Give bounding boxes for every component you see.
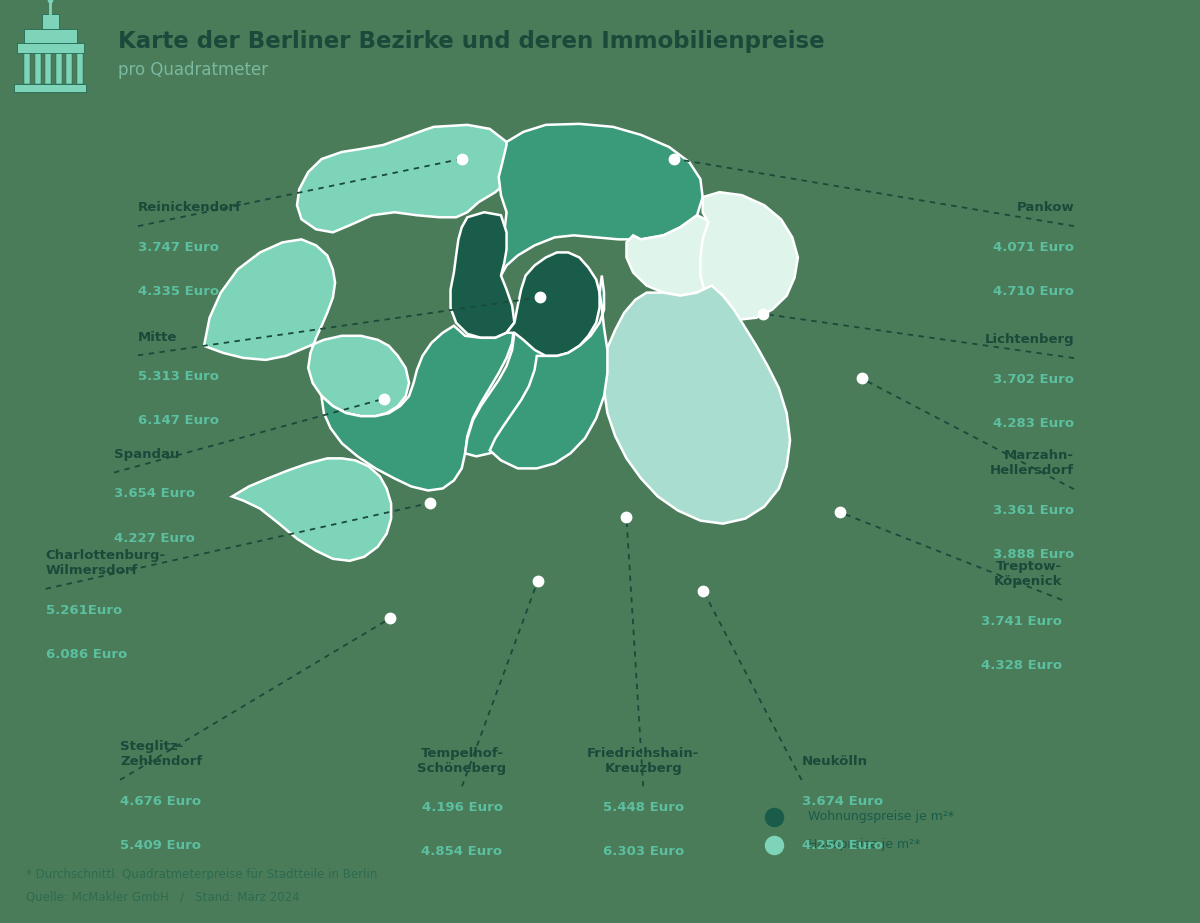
Text: 5.409 Euro: 5.409 Euro — [120, 839, 202, 852]
Polygon shape — [232, 459, 391, 561]
Bar — [14, 84, 86, 92]
Text: Karte der Berliner Bezirke und deren Immobilienpreise: Karte der Berliner Bezirke und deren Imm… — [118, 30, 824, 54]
Text: 4.227 Euro: 4.227 Euro — [114, 532, 194, 545]
Polygon shape — [204, 239, 409, 416]
Polygon shape — [450, 212, 515, 338]
Polygon shape — [490, 276, 607, 468]
Polygon shape — [626, 215, 727, 295]
Text: 3.674 Euro: 3.674 Euro — [802, 795, 883, 808]
Text: Friedrichshain-
Kreuzberg: Friedrichshain- Kreuzberg — [587, 747, 700, 774]
Polygon shape — [499, 124, 703, 276]
Polygon shape — [604, 285, 790, 523]
Text: 4.854 Euro: 4.854 Euro — [421, 845, 503, 858]
Text: Reinickendorf: Reinickendorf — [138, 201, 242, 214]
Bar — [35, 53, 41, 84]
Polygon shape — [298, 125, 512, 233]
Text: 4.335 Euro: 4.335 Euro — [138, 285, 220, 298]
Text: Quelle: McMakler GmbH   /   Stand: März 2024: Quelle: McMakler GmbH / Stand: März 2024 — [26, 891, 300, 904]
Polygon shape — [701, 192, 798, 319]
Text: Wohnungspreise je m²*: Wohnungspreise je m²* — [808, 810, 954, 823]
Text: 5.448 Euro: 5.448 Euro — [602, 801, 684, 814]
Text: 4.676 Euro: 4.676 Euro — [120, 795, 202, 808]
Bar — [77, 53, 83, 84]
Text: Marzahn-
Hellersdorf: Marzahn- Hellersdorf — [990, 450, 1074, 477]
Bar — [46, 53, 52, 84]
Text: Lichtenberg: Lichtenberg — [984, 333, 1074, 346]
Text: 5.313 Euro: 5.313 Euro — [138, 370, 220, 383]
Polygon shape — [506, 252, 600, 356]
Bar — [24, 53, 30, 84]
Text: 4.328 Euro: 4.328 Euro — [980, 659, 1062, 672]
Text: * Durchschnittl. Quadratmeterpreise für Stadtteile in Berlin: * Durchschnittl. Quadratmeterpreise für … — [26, 868, 378, 881]
Text: 6.147 Euro: 6.147 Euro — [138, 414, 220, 427]
Text: 3.702 Euro: 3.702 Euro — [994, 373, 1074, 386]
Text: Pankow: Pankow — [1016, 201, 1074, 214]
Text: 3.654 Euro: 3.654 Euro — [114, 487, 196, 500]
Text: Neukölln: Neukölln — [802, 755, 868, 768]
Text: 3.888 Euro: 3.888 Euro — [992, 548, 1074, 561]
Polygon shape — [466, 276, 582, 456]
Text: Hauspreise je m²*: Hauspreise je m²* — [808, 838, 920, 851]
Bar — [42, 14, 59, 29]
Text: Charlottenburg-
Wilmersdorf: Charlottenburg- Wilmersdorf — [46, 549, 166, 577]
Text: 3.741 Euro: 3.741 Euro — [982, 615, 1062, 628]
Bar — [55, 53, 61, 84]
Text: Steglitz-
Zehlendorf: Steglitz- Zehlendorf — [120, 740, 203, 768]
Text: 3.747 Euro: 3.747 Euro — [138, 241, 220, 254]
Text: pro Quadratmeter: pro Quadratmeter — [118, 61, 268, 79]
Text: 5.261Euro: 5.261Euro — [46, 604, 122, 617]
Text: Treptow-
Köpenick: Treptow- Köpenick — [994, 560, 1062, 588]
Polygon shape — [322, 323, 515, 490]
Text: Spandau: Spandau — [114, 448, 180, 461]
Text: 4.250 Euro: 4.250 Euro — [802, 839, 883, 852]
Bar — [24, 29, 77, 43]
Text: Tempelhof-
Schöneberg: Tempelhof- Schöneberg — [418, 747, 506, 774]
Text: 3.361 Euro: 3.361 Euro — [992, 504, 1074, 517]
Text: 6.303 Euro: 6.303 Euro — [602, 845, 684, 858]
Text: 4.283 Euro: 4.283 Euro — [992, 417, 1074, 430]
Text: 4.710 Euro: 4.710 Euro — [994, 285, 1074, 298]
Text: 4.071 Euro: 4.071 Euro — [994, 241, 1074, 254]
Text: 6.086 Euro: 6.086 Euro — [46, 648, 127, 661]
Text: Mitte: Mitte — [138, 330, 178, 343]
Text: 4.196 Euro: 4.196 Euro — [421, 801, 503, 814]
Bar — [17, 43, 84, 53]
Bar — [66, 53, 72, 84]
